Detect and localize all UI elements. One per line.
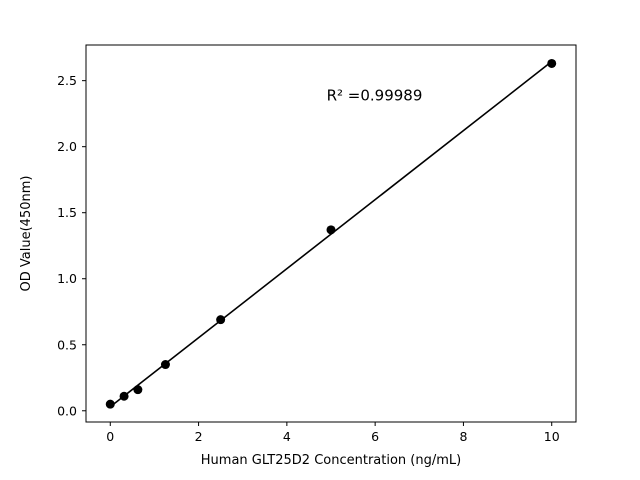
data-point: [326, 225, 336, 235]
r-squared-annotation: R² =0.99989: [327, 86, 423, 104]
data-point: [119, 391, 129, 401]
x-tick-label: 10: [544, 429, 560, 444]
y-tick-label: 1.0: [57, 271, 77, 286]
data-point: [216, 315, 226, 325]
x-tick-label: 4: [283, 429, 291, 444]
x-tick-label: 0: [106, 429, 114, 444]
x-tick-label: 2: [195, 429, 203, 444]
x-tick-label: 6: [371, 429, 379, 444]
y-axis-label: OD Value(450nm): [19, 176, 34, 292]
y-tick-label: 1.5: [57, 205, 77, 220]
x-tick-label: 8: [459, 429, 467, 444]
y-tick-label: 0.0: [57, 403, 77, 418]
y-tick-label: 2.5: [57, 73, 77, 88]
plot-frame: [85, 44, 577, 423]
data-point: [105, 399, 115, 409]
data-point: [547, 58, 557, 68]
y-tick-label: 2.0: [57, 139, 77, 154]
x-axis-label: Human GLT25D2 Concentration (ng/mL): [201, 453, 461, 468]
y-tick-label: 0.5: [57, 337, 77, 352]
data-point: [133, 385, 143, 395]
data-point: [160, 360, 170, 370]
